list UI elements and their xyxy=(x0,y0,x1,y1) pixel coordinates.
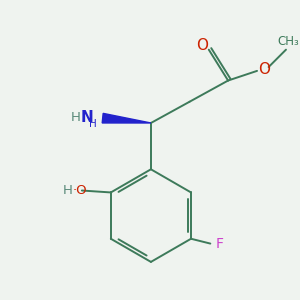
Text: H: H xyxy=(71,111,81,124)
Text: CH₃: CH₃ xyxy=(277,35,299,49)
Text: O: O xyxy=(196,38,208,53)
Polygon shape xyxy=(102,113,151,123)
Text: ·O: ·O xyxy=(72,184,87,197)
Text: H: H xyxy=(89,119,97,129)
Text: H: H xyxy=(62,184,72,197)
Text: O: O xyxy=(258,62,270,77)
Text: F: F xyxy=(215,237,223,250)
Text: N: N xyxy=(81,110,94,125)
